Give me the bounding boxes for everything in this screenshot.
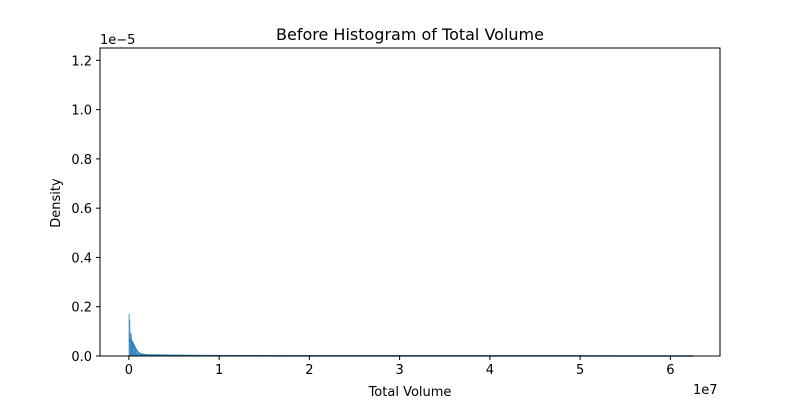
y-axis-ticks: 0.0 0.2 0.4 0.6 0.8 1.0 1.2 — [71, 54, 100, 365]
x-axis-label: Total Volume — [368, 385, 452, 400]
y-tick-label: 1.0 — [71, 104, 92, 119]
x-tick-label: 4 — [486, 363, 494, 378]
x-offset-text: 1e7 — [693, 383, 718, 398]
x-tick-label: 3 — [395, 363, 403, 378]
y-tick-label: 1.2 — [71, 54, 92, 69]
y-tick-label: 0.2 — [71, 301, 92, 316]
y-tick-label: 0.4 — [71, 251, 92, 266]
plot-frame — [99, 47, 721, 357]
x-axis-ticks: 0 1 2 3 4 5 6 — [125, 356, 675, 378]
x-tick-label: 6 — [666, 363, 674, 378]
histogram-bars — [128, 313, 693, 357]
kde-line — [128, 339, 693, 357]
y-axis-label: Density — [49, 178, 64, 228]
y-tick-label: 0.8 — [71, 153, 92, 168]
y-tick-label: 0.6 — [71, 202, 92, 217]
kde-curve — [128, 339, 693, 357]
y-tick-label: 0.0 — [71, 350, 92, 365]
x-tick-label: 2 — [305, 363, 313, 378]
x-tick-label: 1 — [215, 363, 223, 378]
x-tick-label: 0 — [125, 363, 133, 378]
y-offset-text: 1e−5 — [100, 33, 135, 48]
x-tick-label: 5 — [576, 363, 584, 378]
chart-title: Before Histogram of Total Volume — [276, 25, 544, 44]
